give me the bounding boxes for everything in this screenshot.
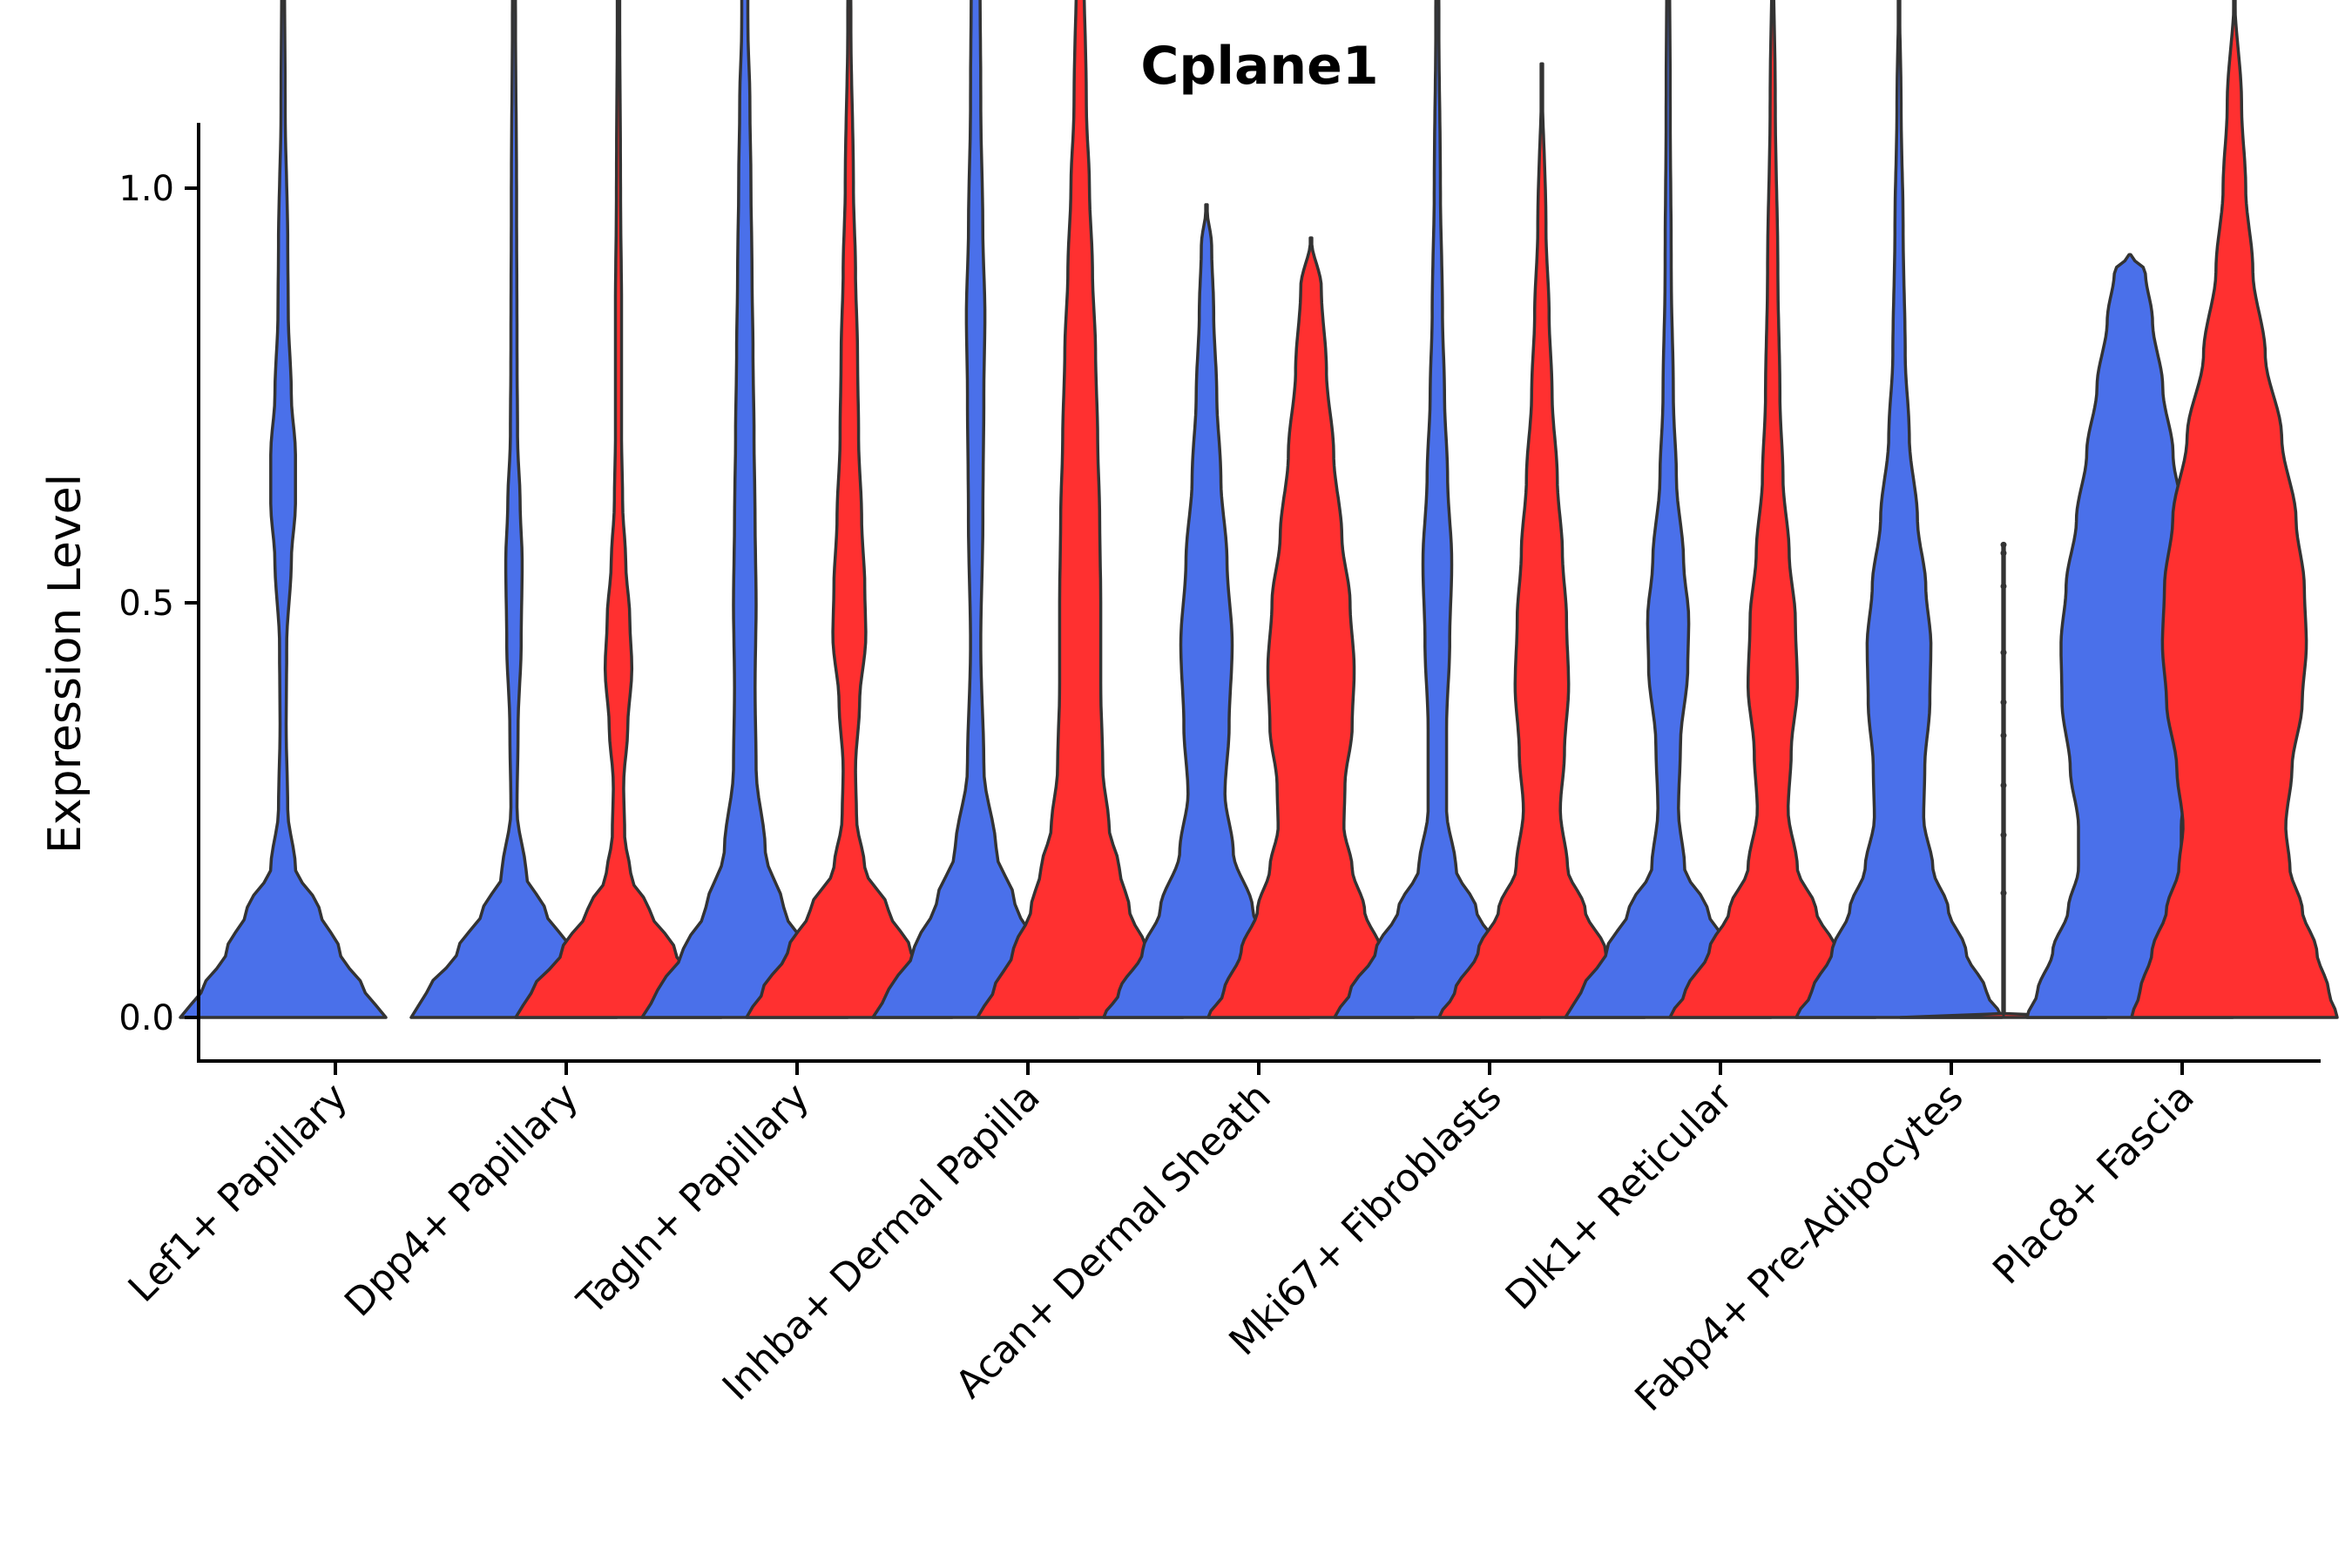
violin-point <box>2000 732 2007 739</box>
violin-group2 <box>514 0 723 1019</box>
violin-group1 <box>1564 0 1773 1019</box>
violin-group1 <box>1794 0 2004 1019</box>
violin-group2 <box>1668 0 1877 1019</box>
violin-point <box>2000 699 2007 706</box>
violin-group2 <box>1437 62 1646 1019</box>
violin-point <box>2000 649 2007 656</box>
violin-group2 <box>745 0 954 1019</box>
violin-point <box>2000 550 2007 557</box>
violin-group1 <box>179 0 388 1019</box>
y-tick-label: 1.0 <box>118 169 174 209</box>
violin-group1 <box>1102 203 1311 1019</box>
y-tick-label: 0.0 <box>118 998 174 1038</box>
violin-group1 <box>871 0 1080 1019</box>
violin-group1 <box>640 0 849 1019</box>
y-ticks: 0.00.51.01.52.0 <box>118 169 199 1038</box>
violin-group2 <box>1206 236 1416 1019</box>
violin-group1 <box>409 0 618 1019</box>
violin-point <box>2000 541 2007 548</box>
violin-point <box>2000 583 2007 590</box>
violins-layer <box>179 0 2339 1019</box>
violin-point <box>2000 889 2007 896</box>
violin-group2 <box>976 0 1185 1019</box>
violin-point <box>2000 832 2007 839</box>
y-axis-label: Expression Level <box>39 474 91 854</box>
chart-title: Cplane1 <box>1140 36 1378 97</box>
y-tick-label: 0.5 <box>118 584 174 624</box>
violin-group2 <box>2130 0 2339 1019</box>
violin-point <box>2000 781 2007 788</box>
violin-group1 <box>1333 0 1542 1019</box>
